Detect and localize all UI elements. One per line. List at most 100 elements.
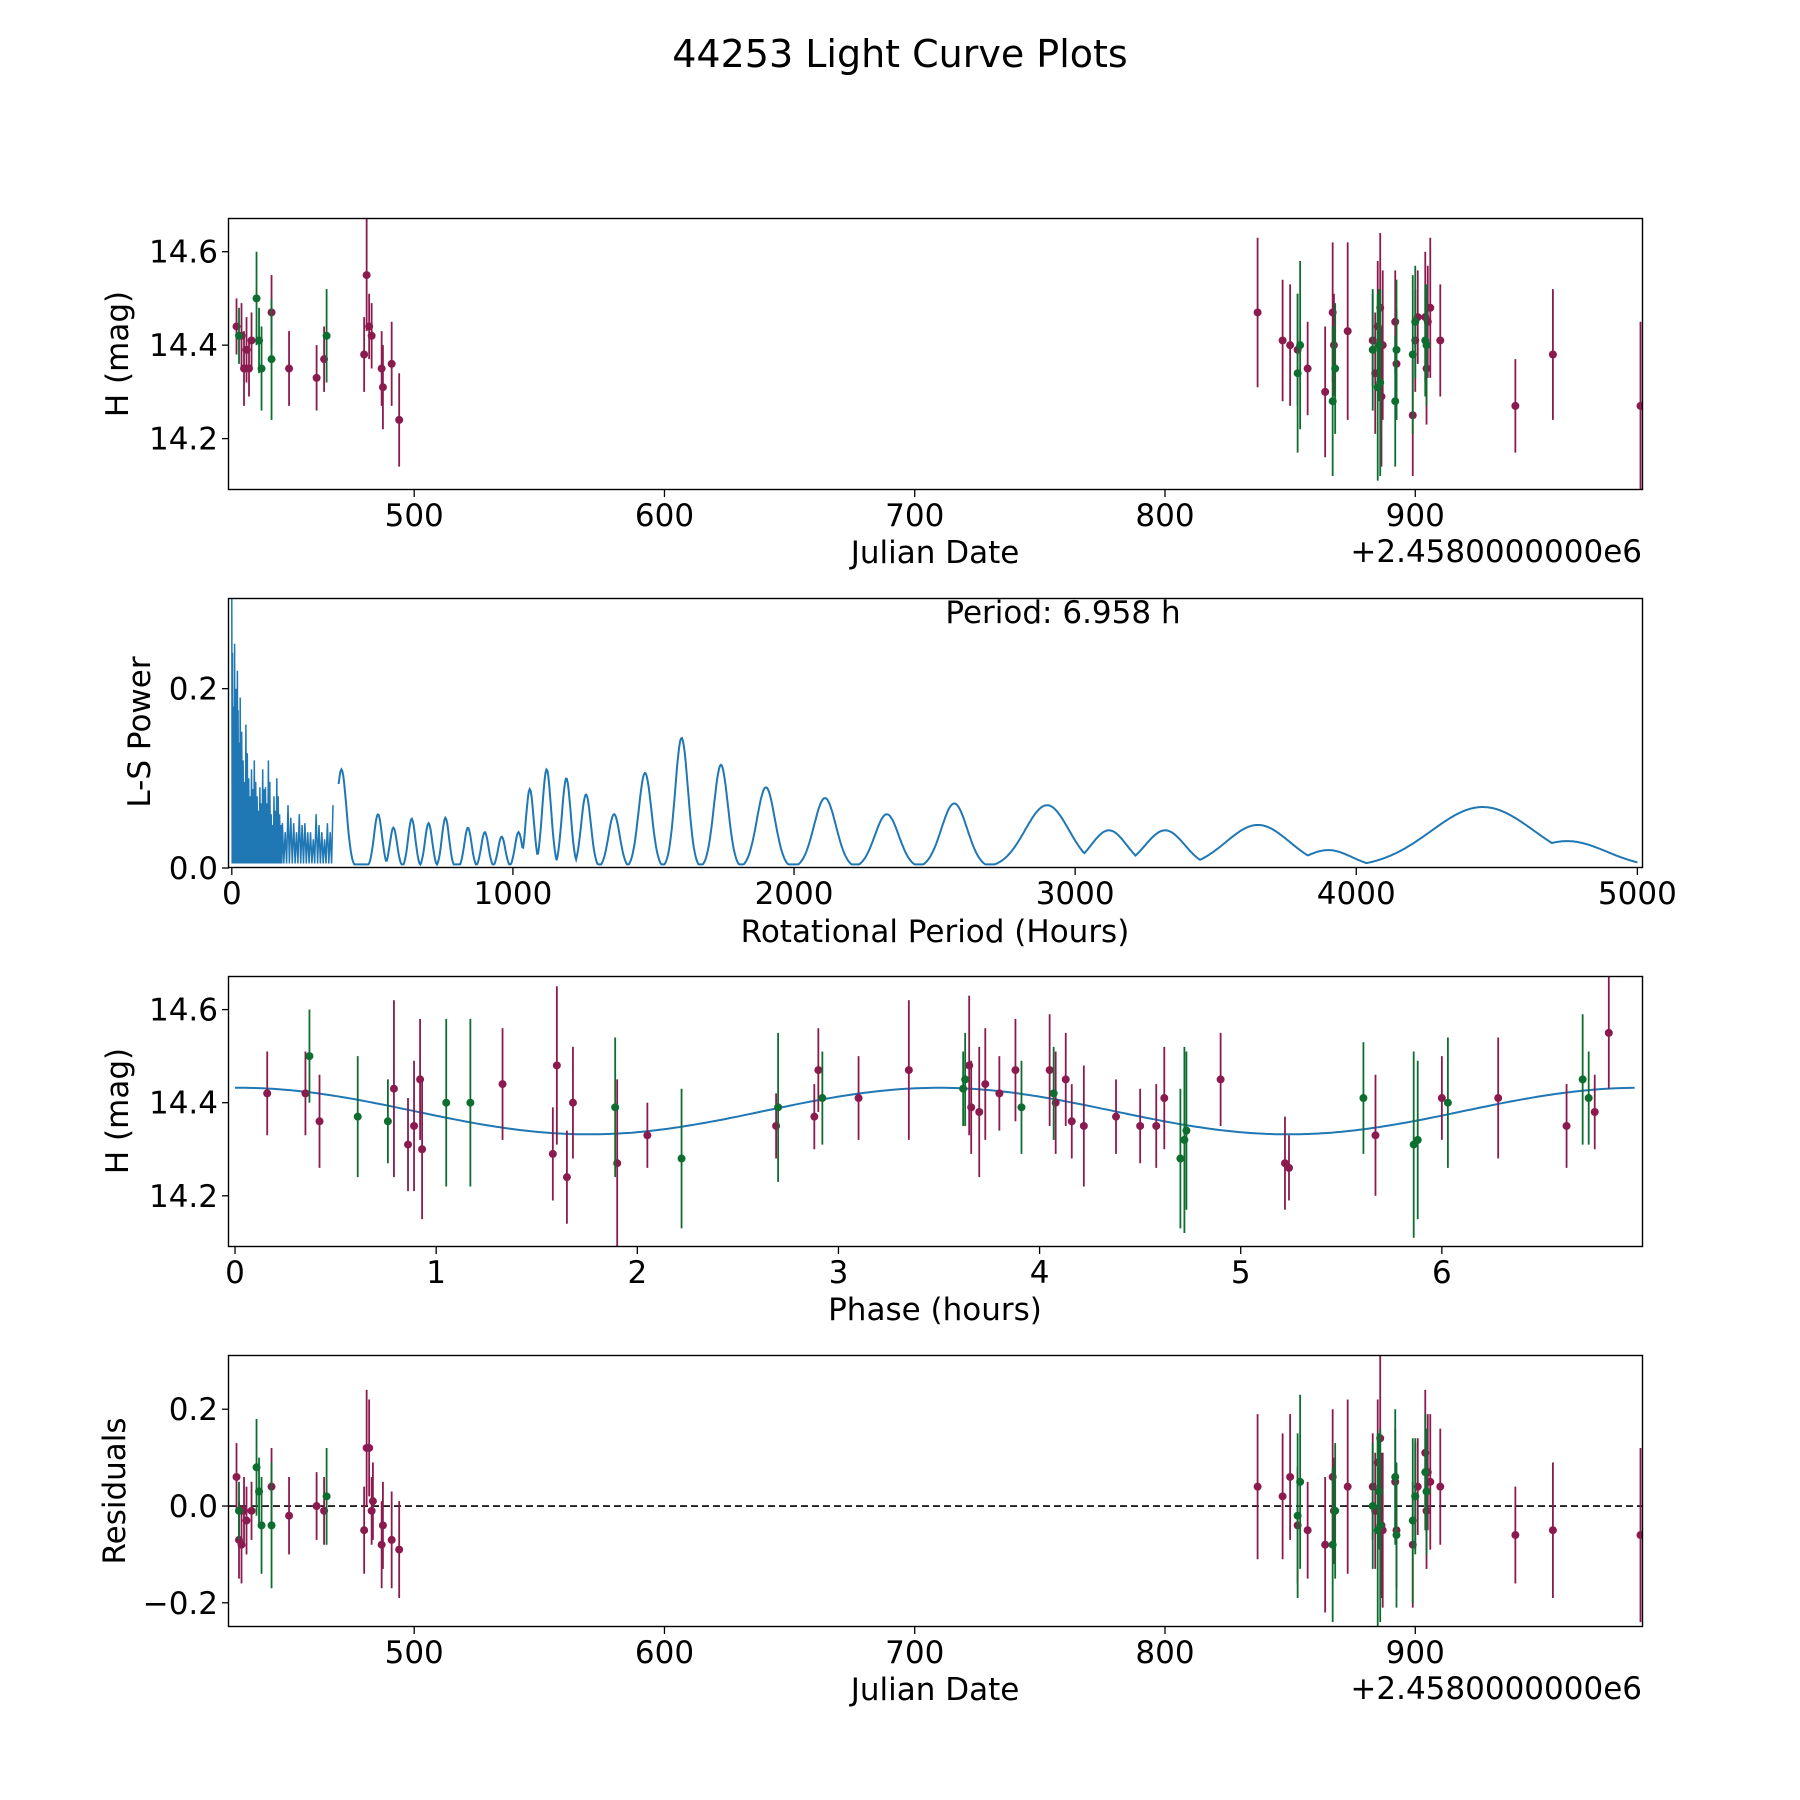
residuals-filter-b-point (1374, 1487, 1383, 1496)
residuals-filter-a-point (312, 1502, 321, 1511)
periodogram-xtick-label: 2000 (755, 876, 834, 912)
phase-folded-filter-b-point (611, 1103, 620, 1112)
periodogram-annotation: Period: 6.958 h (945, 595, 1180, 631)
phase-folded-filter-a-point (548, 1149, 557, 1158)
phase-folded-filter-a-point (1152, 1121, 1161, 1130)
phase-folded-filter-a-point (263, 1089, 272, 1098)
phase-folded-filter-b-point (1017, 1103, 1026, 1112)
phase-folded-filter-a-point (1590, 1108, 1599, 1116)
phase-folded-filter-a-point (981, 1080, 990, 1089)
phase-folded-filter-a-point (418, 1145, 427, 1154)
periodogram-ytick-label: 0.0 (169, 851, 218, 887)
residuals-filter-b-point (1368, 1502, 1377, 1511)
periodogram-xtick-label: 5000 (1598, 876, 1677, 912)
residuals-filter-a-point (232, 1472, 241, 1481)
residuals-filter-b-point (1293, 1511, 1302, 1520)
light-curve-filter-a-point (1548, 350, 1557, 359)
residuals-filter-b-point (1422, 1487, 1431, 1496)
phase-ticks: 0 1 2 3 4 5 6 14.2 14.4 14.6 (149, 993, 1452, 1291)
phase-folded-filter-a-point (1604, 1028, 1613, 1037)
light-curve-filter-a-point (1321, 387, 1330, 396)
phase-folded-filter-b-point (677, 1154, 686, 1163)
phase-folded-filter-b-point (1176, 1154, 1185, 1163)
light-curve-plot-area (232, 219, 1643, 490)
residuals-ylabel: Residuals (97, 1417, 133, 1564)
phase-folded-xtick-label: 6 (1432, 1255, 1452, 1291)
phase-folded-filter-a-point (1371, 1131, 1380, 1140)
residuals-xlabel: Julian Date (849, 1672, 1020, 1708)
light-curve-filter-a-point (1391, 317, 1400, 326)
figure-title: 44253 Light Curve Plots (672, 32, 1127, 76)
phase-panel: 0 1 2 3 4 5 6 14.2 14.4 14.6 Phase (hours) H (mag… (100, 975, 1644, 1328)
phase-folded-filter-b-point (1182, 1126, 1191, 1135)
phase-folded-xtick-label: 4 (1030, 1255, 1050, 1291)
light-curve-ticks: 500 600 700 800 900 14.2 14.4 14.6 (149, 235, 1445, 534)
phase-xlabel: Phase (hours) (828, 1292, 1042, 1328)
phase-folded-filter-b-point (353, 1112, 362, 1121)
phase-folded-filter-a-point (967, 1103, 976, 1112)
phase-folded-filter-a-point (814, 1066, 823, 1075)
phase-folded-filter-b-point (961, 1075, 970, 1084)
light-curve-filter-a-point (365, 322, 374, 331)
phase-folded-fit-curve (235, 1086, 1635, 1136)
phase-folded-xtick-label: 3 (829, 1255, 849, 1291)
light-curve-filter-b-point (1296, 341, 1305, 350)
light-curve-filter-b-point (1293, 369, 1302, 378)
residuals-frame (227, 1354, 1644, 1628)
light-curve-filter-a-point (1278, 336, 1287, 345)
light-curve-filter-b-point (255, 336, 264, 345)
residuals-filter-b-point (235, 1506, 244, 1515)
residuals-filter-a-point (395, 1545, 404, 1554)
phase-folded-filter-a-point (904, 1066, 913, 1075)
light-curve-filter-a-point (245, 364, 254, 373)
light-curve-xtick-label: 700 (885, 498, 944, 534)
phase-folded-xtick-label: 0 (225, 1255, 245, 1291)
residuals-x-offset: +2.4580000000e6 (1350, 1671, 1642, 1707)
phase-folded-filter-a-point (416, 1075, 425, 1084)
residuals-ticks: 500 600 700 800 900 −0.2 0.0 0.2 (143, 1392, 1445, 1671)
light-curve-filter-a-point (1511, 401, 1520, 410)
residuals-filter-b-point (1296, 1477, 1305, 1486)
phase-folded-plot-area (235, 977, 1635, 1247)
phase-folded-filter-a-point (315, 1117, 324, 1126)
light-curve-filter-a-point (247, 336, 256, 345)
phase-folded-filter-b-point (1413, 1135, 1422, 1144)
residuals-filter-b-point (1328, 1540, 1337, 1549)
light-curve-filter-b-point (1392, 345, 1401, 354)
residuals-filter-b-point (1376, 1521, 1385, 1530)
residuals-filter-a-point (237, 1540, 246, 1549)
phase-ylabel: H (mag) (100, 1048, 136, 1174)
light-curve-filter-b-point (252, 294, 261, 303)
residuals-filter-a-point (1343, 1482, 1352, 1491)
phase-frame (227, 975, 1644, 1248)
phase-folded-filter-a-point (643, 1131, 652, 1140)
light-curve-filter-b-point (1368, 345, 1377, 354)
residuals-xtick-label: 700 (885, 1635, 944, 1671)
light-curve-filter-b-point (322, 331, 331, 340)
residuals-panel: 500 600 700 800 900 −0.2 0.0 0.2 Julian Date Re… (97, 1354, 1644, 1708)
light-curve-frame (227, 217, 1644, 491)
light-curve-filter-b-point (1376, 378, 1385, 387)
light-curve-ylabel: H (mag) (100, 291, 136, 417)
phase-folded-filter-a-point (1061, 1075, 1070, 1084)
phase-folded-filter-a-point (1079, 1121, 1088, 1130)
phase-folded-filter-b-point (1443, 1098, 1452, 1107)
phase-folded-filter-b-point (466, 1098, 475, 1107)
residuals-filter-a-point (360, 1526, 369, 1535)
periodogram-xtick-label: 3000 (1036, 876, 1115, 912)
light-curve-filter-a-point (360, 350, 369, 359)
periodogram-frame (227, 597, 1644, 869)
residuals-xtick-label: 600 (635, 1635, 694, 1671)
phase-folded-filter-b-point (774, 1103, 783, 1112)
phase-folded-filter-a-point (1045, 1066, 1054, 1075)
periodogram-ylabel: L-S Power (122, 656, 158, 807)
phase-folded-filter-b-point (1359, 1094, 1368, 1103)
light-curve-filter-b-point (1411, 317, 1420, 326)
residuals-filter-b-point (1421, 1468, 1430, 1477)
phase-folded-filter-a-point (498, 1080, 507, 1089)
phase-folded-filter-a-point (1562, 1121, 1571, 1130)
phase-folded-filter-a-point (810, 1112, 819, 1121)
periodogram-plot-area (231, 599, 1638, 867)
residuals-filter-b-point (322, 1492, 331, 1501)
